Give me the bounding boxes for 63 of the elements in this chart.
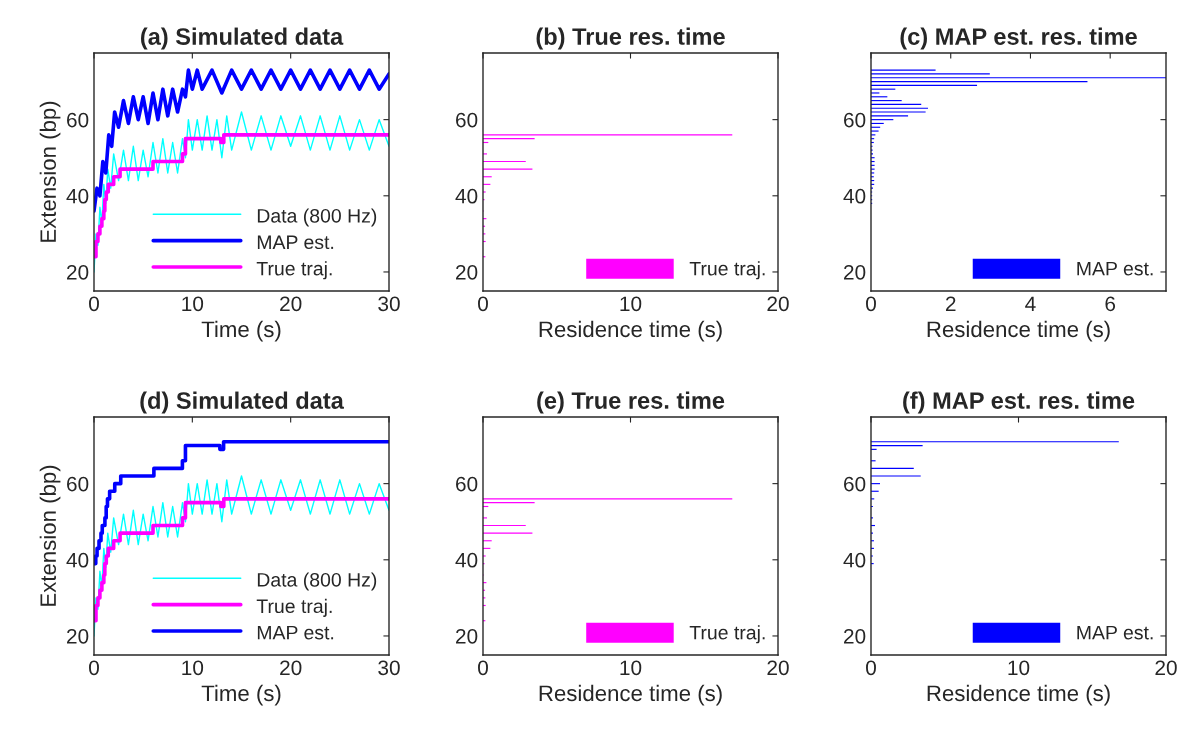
x-tick-label: 2: [945, 296, 956, 311]
x-tick-label: 0: [866, 660, 876, 676]
x-tick-label: 6: [1105, 296, 1116, 312]
chart-title: (d) Simulated data: [140, 391, 344, 414]
y-tick-label: 60: [456, 112, 478, 128]
x-tick-label: 10: [182, 296, 204, 312]
legend-label: True traj.: [689, 261, 765, 280]
x-tick-label: 10: [1008, 660, 1030, 676]
y-tick-label: 20: [844, 264, 866, 280]
legend-label: True traj.: [689, 625, 765, 644]
y-axis-title: Extension (bp): [39, 101, 61, 242]
x-tick-label: 30: [378, 296, 400, 312]
y-tick-label: 60: [844, 476, 866, 492]
x-tick-label: 20: [280, 660, 302, 676]
x-tick-label: 0: [89, 660, 99, 676]
y-tick-label: 40: [843, 188, 866, 204]
chart-title: (f) MAP est. res. time: [903, 391, 1135, 414]
x-tick-label: 10: [182, 660, 204, 676]
y-tick-label: 40: [66, 188, 89, 204]
y-tick-label: 60: [67, 476, 89, 492]
y-tick-label: 40: [455, 188, 478, 204]
y-tick-label: 60: [456, 476, 478, 492]
chart-title: (e) True res. time: [537, 391, 725, 414]
x-tick-label: 4: [1025, 296, 1036, 311]
y-axis-title: Extension (bp): [39, 465, 61, 606]
y-tick-label: 40: [455, 552, 478, 568]
y-tick-label: 20: [456, 264, 478, 280]
chart-title: (c) MAP est. res. time: [900, 27, 1137, 50]
x-axis-title: Residence time (s): [927, 684, 1110, 706]
x-axis-title: Time (s): [201, 684, 281, 706]
x-tick-label: 10: [620, 660, 642, 676]
x-tick-label: 20: [767, 296, 789, 312]
x-tick-label: 0: [478, 660, 488, 676]
legend-label: Data (800 Hz): [257, 208, 377, 227]
x-axis-title: Residence time (s): [539, 320, 722, 342]
legend-label: True traj.: [256, 598, 332, 617]
legend-label: Data (800 Hz): [257, 572, 377, 591]
x-tick-label: 0: [89, 296, 99, 312]
x-axis-title: Time (s): [201, 320, 281, 342]
y-tick-label: 60: [844, 112, 866, 128]
legend-label: MAP est.: [1077, 261, 1153, 276]
y-tick-label: 20: [456, 628, 478, 644]
x-tick-label: 0: [866, 296, 876, 312]
x-axis-title: Residence time (s): [539, 684, 722, 706]
x-tick-label: 20: [280, 296, 302, 312]
y-tick-label: 20: [67, 628, 89, 644]
y-tick-label: 60: [67, 112, 89, 128]
x-tick-label: 0: [478, 296, 488, 312]
y-tick-label: 40: [843, 552, 866, 568]
legend-label: True traj.: [256, 261, 332, 280]
x-tick-label: 30: [378, 660, 400, 676]
legend-label: MAP est.: [1077, 625, 1153, 640]
legend-label: MAP est.: [257, 625, 334, 640]
y-tick-label: 20: [67, 264, 89, 280]
chart-title: (a) Simulated data: [141, 27, 344, 50]
x-tick-label: 20: [767, 660, 789, 676]
chart-title: (b) True res. time: [536, 27, 725, 50]
y-tick-label: 40: [66, 552, 89, 568]
y-tick-label: 20: [844, 628, 866, 644]
x-tick-label: 20: [1155, 660, 1177, 676]
x-axis-title: Residence time (s): [927, 320, 1110, 342]
legend-label: MAP est.: [257, 235, 334, 250]
x-tick-label: 10: [620, 296, 642, 312]
